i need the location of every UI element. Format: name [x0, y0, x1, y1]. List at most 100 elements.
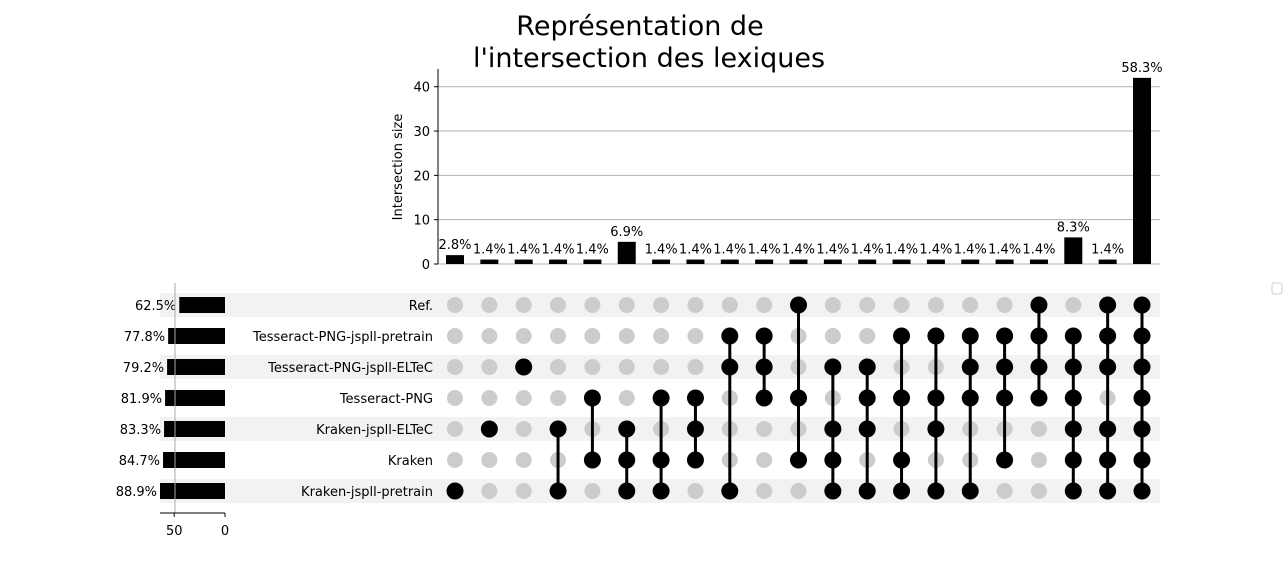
matrix-dot-inactive	[447, 390, 463, 406]
matrix-dot-inactive	[687, 297, 704, 313]
matrix-dot-inactive	[756, 421, 773, 437]
matrix-dot-active	[961, 327, 979, 345]
y-axis-label: Intersection size	[391, 114, 406, 221]
matrix-dot-active	[1030, 296, 1048, 314]
matrix-dot-active	[583, 451, 601, 469]
intersection-bar	[995, 259, 1014, 264]
matrix-dot-active	[549, 482, 567, 500]
intersection-bar-label: 1.4%	[919, 243, 952, 258]
matrix-dot-active	[652, 482, 670, 500]
matrix-dot-inactive	[481, 297, 498, 313]
set-name-label: Tesseract-PNG	[339, 392, 433, 407]
matrix-dot-inactive	[550, 297, 567, 313]
matrix-dot-active	[790, 389, 807, 407]
matrix-dot-inactive	[481, 483, 498, 499]
matrix-dot-active	[1099, 420, 1117, 438]
matrix-dot-inactive	[859, 328, 876, 344]
intersection-bar	[480, 259, 499, 264]
set-size-tick-label: 0	[221, 524, 229, 539]
chart-title-line-1: Représentation de	[516, 11, 763, 42]
set-name-label: Kraken-jspll-ELTeC	[316, 423, 433, 438]
chart-title-line-2: l'intersection des lexiques	[473, 43, 825, 74]
intersection-bar	[583, 259, 602, 264]
matrix-dot-active	[996, 327, 1014, 345]
intersection-bar	[686, 259, 705, 264]
matrix-dot-active	[858, 389, 876, 407]
matrix-dot-active	[961, 358, 979, 376]
matrix-dot-inactive	[618, 359, 635, 375]
y-tick-label: 30	[413, 125, 430, 140]
matrix-dot-inactive	[687, 328, 704, 344]
matrix-dot-active	[1133, 389, 1151, 407]
y-tick-label: 40	[413, 81, 430, 96]
y-tick-label: 0	[422, 258, 430, 273]
matrix-dot-active	[618, 451, 636, 469]
matrix-dot-inactive	[447, 297, 463, 313]
matrix-dot-inactive	[447, 328, 463, 344]
matrix-dot-active	[1064, 451, 1082, 469]
intersection-bar-label: 1.4%	[679, 243, 712, 258]
matrix-dot-active	[1099, 482, 1117, 500]
matrix-dot-inactive	[618, 297, 635, 313]
matrix-dot-active	[1064, 389, 1082, 407]
intersection-bar	[961, 259, 980, 264]
matrix-dot-active	[927, 482, 945, 500]
set-size-bar	[165, 390, 225, 406]
intersection-bar-label: 1.4%	[576, 243, 609, 258]
matrix-dot-inactive	[481, 452, 498, 468]
intersection-bar	[652, 259, 671, 264]
intersection-bar	[892, 259, 911, 264]
matrix-dot-active	[1064, 420, 1082, 438]
matrix-dot-inactive	[447, 421, 463, 437]
intersection-bar-label: 1.4%	[816, 243, 849, 258]
set-size-label: 81.9%	[121, 392, 162, 407]
matrix-dot-active	[446, 482, 464, 500]
matrix-dot-active	[1133, 327, 1151, 345]
intersection-bar	[926, 259, 945, 264]
matrix-dot-inactive	[790, 483, 807, 499]
matrix-dot-active	[1099, 327, 1117, 345]
matrix-dot-inactive	[756, 452, 773, 468]
set-name-label: Tesseract-PNG-jspll-ELTeC	[267, 361, 433, 376]
legend-box	[1271, 282, 1283, 295]
matrix-dot-inactive	[756, 297, 773, 313]
intersection-bar-label: 1.4%	[1022, 243, 1055, 258]
matrix-dot-active	[824, 482, 842, 500]
intersection-bar-label: 1.4%	[1091, 243, 1124, 258]
matrix-dot-active	[721, 327, 739, 345]
intersection-bar-label: 1.4%	[507, 243, 540, 258]
intersection-bar	[1133, 77, 1151, 264]
intersection-bar	[755, 259, 774, 264]
matrix-dot-active	[1030, 358, 1048, 376]
y-tick-label: 20	[413, 169, 430, 184]
matrix-dot-active	[1133, 451, 1151, 469]
intersection-bar	[446, 255, 464, 264]
matrix-dot-active	[1064, 327, 1082, 345]
set-name-label: Kraken-jspll-pretrain	[301, 485, 433, 500]
intersection-bar	[549, 259, 568, 264]
matrix-dot-active	[549, 420, 567, 438]
matrix-dot-inactive	[618, 328, 635, 344]
set-size-label: 88.9%	[116, 485, 157, 500]
matrix-dot-active	[824, 358, 842, 376]
matrix-dot-inactive	[859, 297, 876, 313]
intersection-bar-label: 1.4%	[645, 243, 678, 258]
matrix-dot-inactive	[515, 390, 532, 406]
matrix-dot-inactive	[481, 390, 498, 406]
matrix-dot-active	[824, 451, 842, 469]
intersection-bar-label: 1.4%	[954, 243, 987, 258]
matrix-dot-inactive	[584, 328, 601, 344]
matrix-dot-active	[858, 420, 876, 438]
matrix-dot-active	[515, 358, 533, 376]
intersection-bar-label: 1.4%	[542, 243, 575, 258]
matrix-dot-active	[1133, 482, 1151, 500]
matrix-dot-active	[1030, 327, 1048, 345]
matrix-dot-active	[996, 451, 1014, 469]
matrix-dot-inactive	[550, 359, 567, 375]
matrix-dot-active	[1099, 451, 1117, 469]
matrix-dot-active	[893, 451, 911, 469]
matrix-dot-inactive	[653, 297, 670, 313]
matrix-dot-inactive	[515, 297, 532, 313]
matrix-dot-active	[790, 451, 807, 469]
